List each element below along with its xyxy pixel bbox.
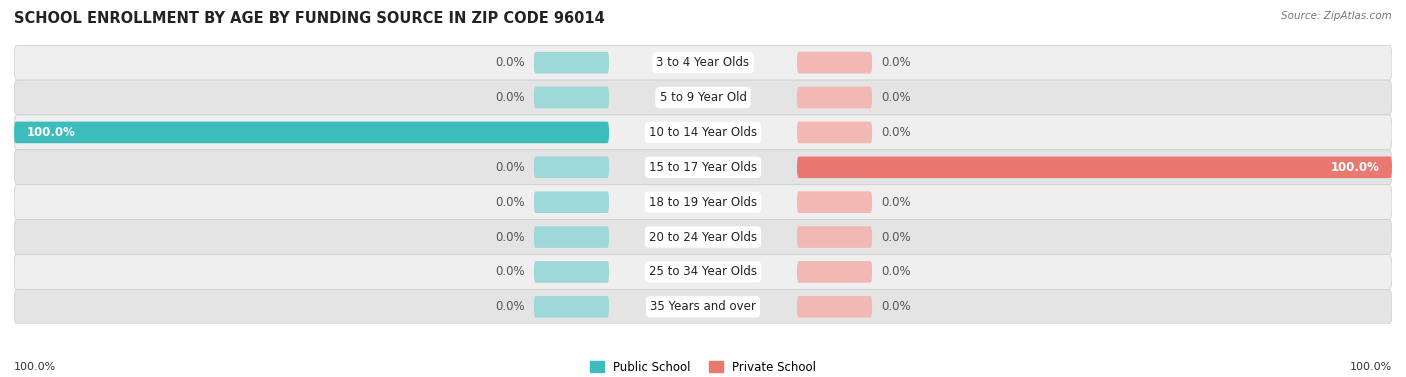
Text: 10 to 14 Year Olds: 10 to 14 Year Olds <box>650 126 756 139</box>
FancyBboxPatch shape <box>14 122 609 143</box>
Text: Source: ZipAtlas.com: Source: ZipAtlas.com <box>1281 11 1392 21</box>
Text: 0.0%: 0.0% <box>495 300 524 313</box>
FancyBboxPatch shape <box>14 219 1392 254</box>
FancyBboxPatch shape <box>14 185 1392 219</box>
Text: 18 to 19 Year Olds: 18 to 19 Year Olds <box>650 196 756 208</box>
FancyBboxPatch shape <box>797 296 872 317</box>
Text: 0.0%: 0.0% <box>495 196 524 208</box>
FancyBboxPatch shape <box>14 254 1392 290</box>
Text: 5 to 9 Year Old: 5 to 9 Year Old <box>659 91 747 104</box>
FancyBboxPatch shape <box>534 296 609 317</box>
Text: SCHOOL ENROLLMENT BY AGE BY FUNDING SOURCE IN ZIP CODE 96014: SCHOOL ENROLLMENT BY AGE BY FUNDING SOUR… <box>14 11 605 26</box>
FancyBboxPatch shape <box>14 115 1392 150</box>
FancyBboxPatch shape <box>797 156 1392 178</box>
FancyBboxPatch shape <box>797 226 872 248</box>
FancyBboxPatch shape <box>797 52 872 74</box>
FancyBboxPatch shape <box>797 261 872 283</box>
Text: 15 to 17 Year Olds: 15 to 17 Year Olds <box>650 161 756 174</box>
FancyBboxPatch shape <box>14 45 1392 80</box>
Text: 25 to 34 Year Olds: 25 to 34 Year Olds <box>650 265 756 278</box>
FancyBboxPatch shape <box>797 122 872 143</box>
Text: 0.0%: 0.0% <box>882 91 911 104</box>
FancyBboxPatch shape <box>14 290 1392 324</box>
Text: 0.0%: 0.0% <box>882 196 911 208</box>
FancyBboxPatch shape <box>14 80 1392 115</box>
Text: 0.0%: 0.0% <box>882 56 911 69</box>
Text: 100.0%: 100.0% <box>14 362 56 372</box>
Text: 0.0%: 0.0% <box>495 91 524 104</box>
Text: 0.0%: 0.0% <box>495 231 524 244</box>
Text: 35 Years and over: 35 Years and over <box>650 300 756 313</box>
Text: 0.0%: 0.0% <box>882 300 911 313</box>
Text: 0.0%: 0.0% <box>495 56 524 69</box>
Text: 20 to 24 Year Olds: 20 to 24 Year Olds <box>650 231 756 244</box>
FancyBboxPatch shape <box>797 87 872 108</box>
Text: 0.0%: 0.0% <box>882 126 911 139</box>
Text: 100.0%: 100.0% <box>1330 161 1379 174</box>
Text: 100.0%: 100.0% <box>1350 362 1392 372</box>
FancyBboxPatch shape <box>534 87 609 108</box>
Text: 0.0%: 0.0% <box>882 231 911 244</box>
Text: 0.0%: 0.0% <box>882 265 911 278</box>
Text: 0.0%: 0.0% <box>495 161 524 174</box>
Text: 100.0%: 100.0% <box>27 126 76 139</box>
Text: 0.0%: 0.0% <box>495 265 524 278</box>
FancyBboxPatch shape <box>534 156 609 178</box>
Legend: Public School, Private School: Public School, Private School <box>583 355 823 377</box>
FancyBboxPatch shape <box>534 261 609 283</box>
FancyBboxPatch shape <box>534 226 609 248</box>
FancyBboxPatch shape <box>534 192 609 213</box>
FancyBboxPatch shape <box>797 192 872 213</box>
FancyBboxPatch shape <box>534 52 609 74</box>
FancyBboxPatch shape <box>14 150 1392 185</box>
Text: 3 to 4 Year Olds: 3 to 4 Year Olds <box>657 56 749 69</box>
